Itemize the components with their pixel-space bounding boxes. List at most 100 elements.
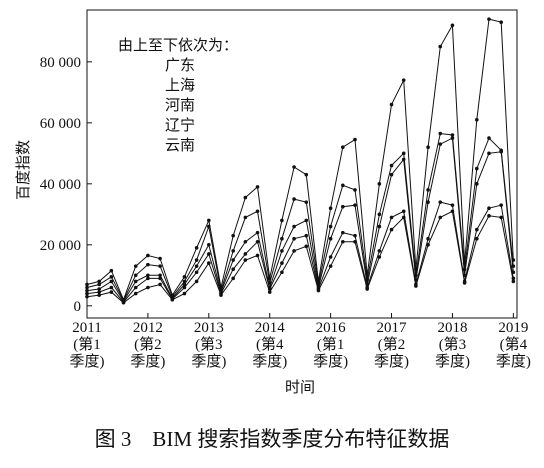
- x-tick-label: 2012 (第2 季度): [130, 320, 166, 370]
- marker: [304, 218, 309, 223]
- chart-title: 图 3 BIM 搜索指数季度分布特征数据: [94, 427, 450, 451]
- marker: [133, 264, 138, 268]
- marker: [97, 282, 101, 287]
- marker: [304, 233, 309, 238]
- marker: [377, 212, 382, 217]
- marker: [292, 249, 296, 253]
- marker: [353, 203, 357, 207]
- y-tick-label: 40 000: [40, 177, 81, 193]
- series-line: [86, 18, 514, 302]
- y-tick-label: 60 000: [40, 116, 81, 132]
- marker: [401, 151, 406, 156]
- marker: [511, 279, 516, 284]
- marker: [231, 258, 235, 262]
- marker: [426, 188, 430, 192]
- marker: [475, 117, 479, 122]
- marker: [231, 249, 235, 253]
- marker: [207, 261, 211, 265]
- marker: [85, 291, 89, 296]
- marker: [85, 294, 89, 299]
- marker: [109, 279, 114, 284]
- marker: [158, 282, 162, 287]
- marker: [158, 264, 162, 268]
- marker: [377, 224, 382, 229]
- marker: [304, 244, 309, 249]
- marker: [243, 195, 248, 200]
- x-tick-label: 2018 (第3 季度): [434, 320, 470, 370]
- x-tick-label: 2011 (第1 季度): [69, 320, 105, 370]
- marker: [389, 215, 394, 220]
- marker: [450, 23, 455, 28]
- marker: [341, 145, 345, 150]
- marker: [438, 200, 443, 204]
- marker: [85, 282, 89, 287]
- marker: [182, 275, 187, 279]
- marker: [487, 214, 491, 218]
- marker: [243, 252, 248, 256]
- marker: [158, 256, 162, 261]
- marker: [182, 282, 187, 287]
- marker: [499, 203, 503, 207]
- marker: [341, 230, 345, 235]
- marker: [426, 200, 430, 204]
- marker: [426, 243, 430, 247]
- marker: [85, 288, 89, 293]
- marker: [499, 150, 503, 154]
- y-tick-label: 80 000: [40, 55, 81, 71]
- marker: [267, 290, 272, 294]
- marker: [450, 133, 455, 137]
- marker: [243, 258, 248, 262]
- marker: [194, 258, 199, 262]
- marker: [389, 227, 394, 232]
- marker: [328, 206, 333, 211]
- marker: [462, 281, 467, 285]
- marker: [170, 297, 175, 302]
- series-line: [86, 132, 514, 302]
- marker: [316, 288, 321, 293]
- marker: [280, 270, 284, 275]
- series-line: [86, 201, 514, 303]
- marker: [499, 215, 503, 220]
- marker: [133, 273, 138, 278]
- marker: [450, 136, 455, 140]
- marker: [292, 165, 296, 169]
- marker: [341, 183, 345, 188]
- marker: [243, 215, 248, 220]
- x-axis-label: 时间: [285, 379, 315, 396]
- x-tick-label: 2019 (第4 季度): [495, 320, 531, 370]
- marker: [146, 262, 150, 267]
- plot-frame: [86, 9, 518, 319]
- legend-entry: 辽宁: [165, 118, 196, 134]
- marker: [85, 285, 89, 290]
- marker: [353, 137, 357, 142]
- x-tick-label: 2014 (第4 季度): [252, 320, 288, 370]
- marker: [146, 276, 150, 281]
- marker: [328, 236, 333, 241]
- marker: [292, 236, 296, 241]
- marker: [353, 188, 357, 192]
- marker: [231, 276, 235, 281]
- marker: [194, 246, 199, 250]
- marker: [158, 273, 162, 278]
- marker: [280, 249, 284, 253]
- marker: [280, 236, 284, 241]
- marker: [231, 233, 235, 238]
- marker: [377, 255, 382, 259]
- annotation: 由上至下依次为：: [118, 38, 239, 54]
- series-line: [86, 210, 514, 304]
- x-tick-label: 2017 (第2 季度): [374, 320, 410, 370]
- marker: [280, 218, 284, 223]
- marker: [353, 239, 357, 244]
- y-tick-label: 20 000: [40, 238, 81, 254]
- marker: [133, 279, 138, 284]
- marker: [255, 253, 260, 258]
- marker: [438, 215, 443, 220]
- marker: [219, 293, 223, 297]
- marker: [207, 252, 211, 256]
- marker: [182, 279, 187, 284]
- marker: [194, 264, 199, 268]
- marker: [328, 255, 333, 259]
- marker: [401, 157, 406, 162]
- marker: [146, 285, 150, 290]
